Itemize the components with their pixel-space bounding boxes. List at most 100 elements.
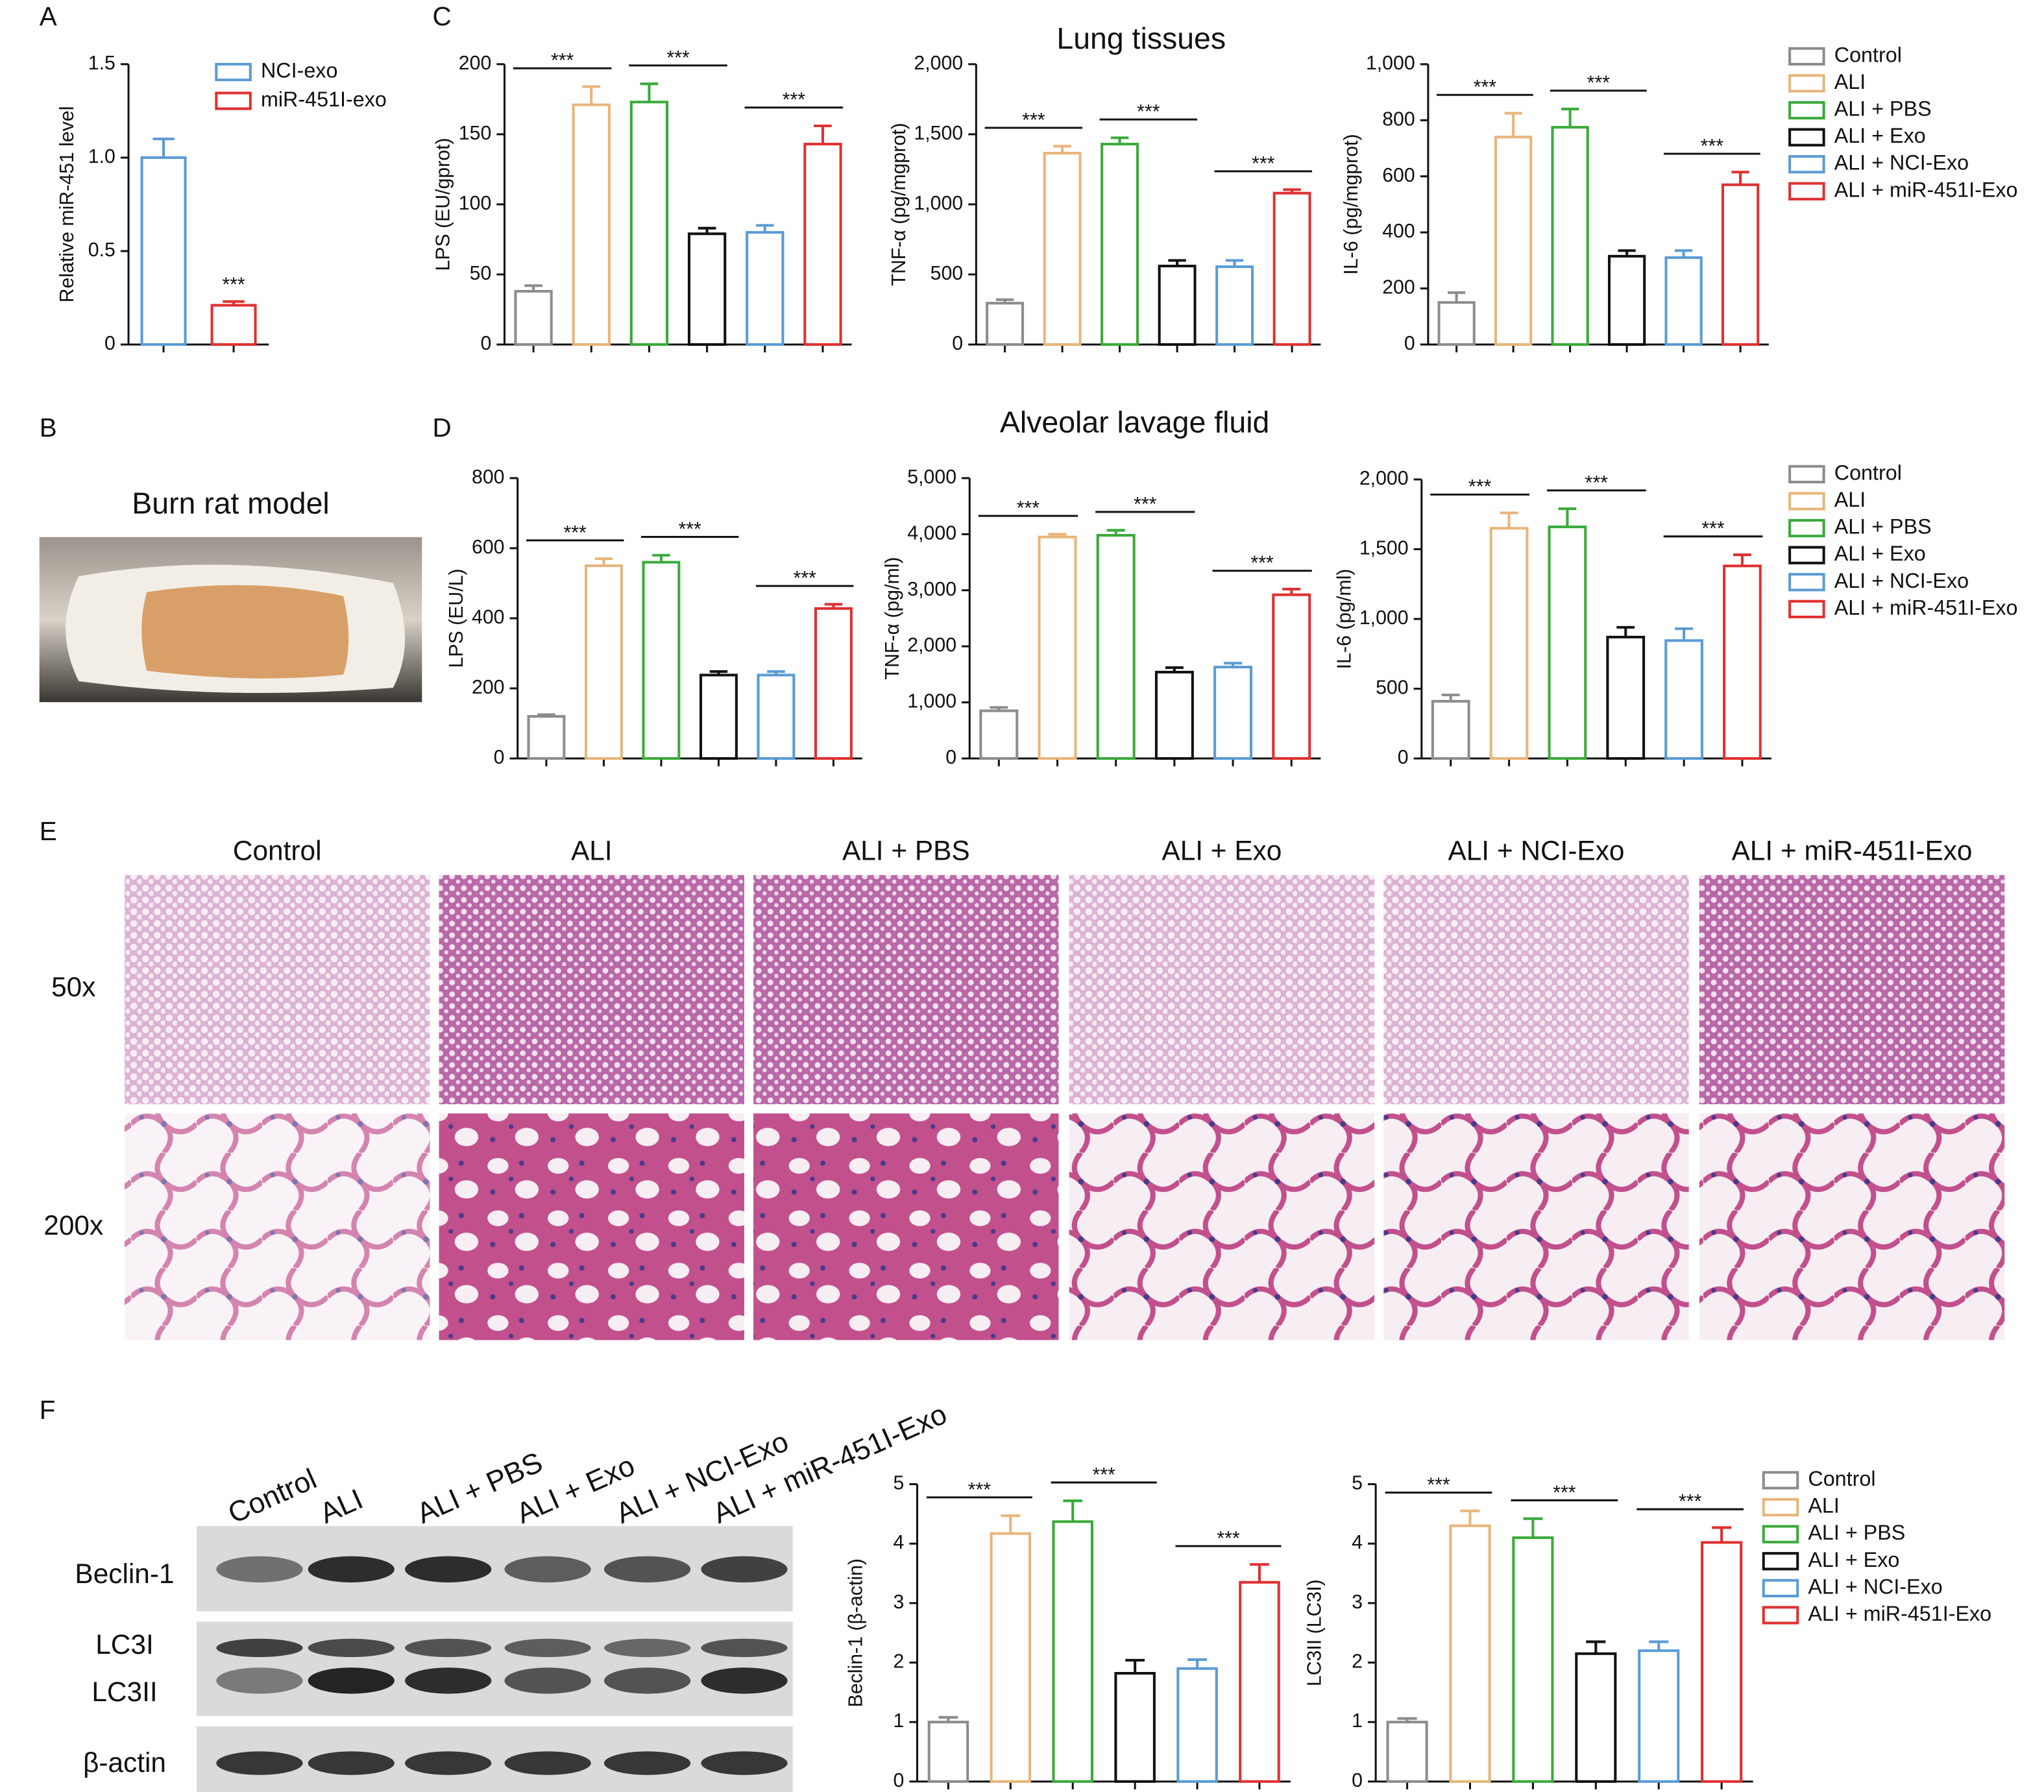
error-bar: [1397, 1717, 1417, 1723]
bar: [140, 156, 187, 346]
legend-label: ALI + NCI-Exo: [1834, 569, 1969, 592]
bar: [1701, 1541, 1743, 1783]
bar: [1096, 534, 1136, 760]
error-bar: [1558, 507, 1577, 527]
bar: [1551, 126, 1589, 346]
panel-label: E: [40, 816, 57, 846]
bar: [642, 561, 681, 760]
error-bar: [640, 82, 659, 103]
y-tick-label: 1: [1352, 1710, 1363, 1732]
legend-swatch: [1788, 465, 1825, 484]
blot-band: [504, 1667, 591, 1694]
error-bar: [1110, 136, 1129, 145]
legend-label: ALI + PBS: [1834, 515, 1932, 539]
y-axis-label: IL-6 (pg/ml): [1334, 569, 1356, 670]
legend-label: ALI + miR-451I-Exo: [1834, 596, 2018, 619]
significance-label: ***: [1468, 476, 1492, 498]
row-label: LC3I: [95, 1629, 154, 1660]
y-tick-label: 200: [1382, 277, 1415, 298]
significance-label: ***: [1137, 101, 1160, 123]
error-bar: [1441, 694, 1460, 701]
micrograph-50x: [439, 875, 744, 1105]
y-tick-label: 50: [470, 263, 492, 284]
y-tick-label: 0: [1398, 747, 1409, 768]
y-tick-label: 1,500: [1359, 537, 1409, 559]
error-bar: [1712, 1526, 1732, 1543]
error-bar: [1224, 662, 1243, 668]
micrograph-50x: [1069, 875, 1375, 1105]
legend-swatch: [1788, 155, 1825, 174]
y-tick-label: 1,000: [914, 193, 963, 214]
bar: [1176, 1667, 1218, 1783]
y-tick-label: 1,000: [907, 691, 956, 712]
y-axis-label: Relative miR-451 level: [56, 106, 78, 303]
bar: [527, 715, 566, 760]
bar: [1489, 527, 1529, 760]
row-label: Beclin-1: [75, 1558, 174, 1589]
bar: [1154, 670, 1194, 760]
legend-label: ALI: [1808, 1494, 1839, 1518]
blot-band: [701, 1638, 788, 1658]
y-tick-label: 3: [1352, 1592, 1363, 1613]
legend-label: ALI: [1834, 488, 1866, 511]
y-tick-label: 600: [472, 537, 504, 558]
legend-swatch: [1788, 599, 1825, 618]
legend-swatch: [1762, 1552, 1799, 1571]
blot-band: [405, 1667, 492, 1694]
column-label: Control: [233, 836, 322, 866]
y-tick-label: 2: [893, 1651, 904, 1673]
legend-swatch: [1762, 1579, 1799, 1597]
chart: 0 500 1,000 1,500 2,000 TNF-α (pg/mgprot) *** *…: [888, 53, 1321, 354]
lane-label: Control: [223, 1463, 321, 1530]
legend-swatch: [1762, 1525, 1799, 1544]
y-tick-label: 0: [494, 747, 505, 768]
error-bar: [1168, 259, 1186, 267]
significance-label: ***: [1585, 472, 1609, 494]
legend-swatch: [1788, 101, 1825, 120]
panel-label: F: [40, 1395, 56, 1425]
column-label: ALI + miR-451I-Exo: [1732, 836, 1973, 866]
y-tick-label: 150: [459, 123, 491, 144]
bar: [990, 1532, 1032, 1783]
legend-label: ALI + NCI-Exo: [1834, 151, 1969, 175]
blot-band: [603, 1638, 691, 1658]
y-tick-label: 0.5: [88, 239, 116, 261]
bar: [986, 302, 1025, 346]
micrograph-50x: [124, 875, 430, 1105]
error-bar: [1731, 171, 1749, 185]
error-bar: [698, 226, 716, 234]
y-tick-label: 0: [952, 333, 963, 354]
bar: [1449, 1524, 1491, 1783]
legend-label: Control: [1834, 43, 1902, 66]
error-bar: [767, 670, 785, 675]
micrograph-50x: [1699, 875, 2005, 1105]
y-axis-label: IL-6 (pg/mgprot): [1341, 134, 1362, 274]
legend-swatch: [1788, 47, 1825, 66]
significance-label: ***: [222, 274, 245, 296]
blot-band: [216, 1751, 303, 1775]
blot-band: [216, 1667, 303, 1694]
significance-label: ***: [1474, 77, 1497, 98]
y-tick-label: 400: [472, 607, 504, 628]
error-bar: [524, 284, 542, 291]
bar: [1512, 1536, 1554, 1783]
y-tick-label: 1.5: [88, 53, 116, 74]
bar: [1213, 666, 1253, 760]
significance-label: ***: [1093, 1464, 1116, 1486]
y-tick-label: 2: [1352, 1651, 1363, 1673]
bar: [927, 1721, 969, 1783]
error-bar: [1649, 1640, 1669, 1651]
bar: [1043, 152, 1082, 346]
error-bar: [1733, 553, 1751, 566]
error-bar: [152, 138, 175, 158]
bar: [1239, 1580, 1280, 1783]
micrograph-200x: [439, 1113, 744, 1340]
legend-swatch: [1788, 74, 1825, 93]
significance-label: ***: [968, 1479, 992, 1501]
bar: [1575, 1652, 1617, 1783]
legend-label: ALI + PBS: [1808, 1521, 1905, 1544]
legend-label: ALI + Exo: [1808, 1548, 1899, 1571]
significance-label: ***: [1017, 498, 1040, 519]
significance-label: ***: [1679, 1491, 1702, 1512]
y-tick-label: 4,000: [907, 522, 956, 544]
